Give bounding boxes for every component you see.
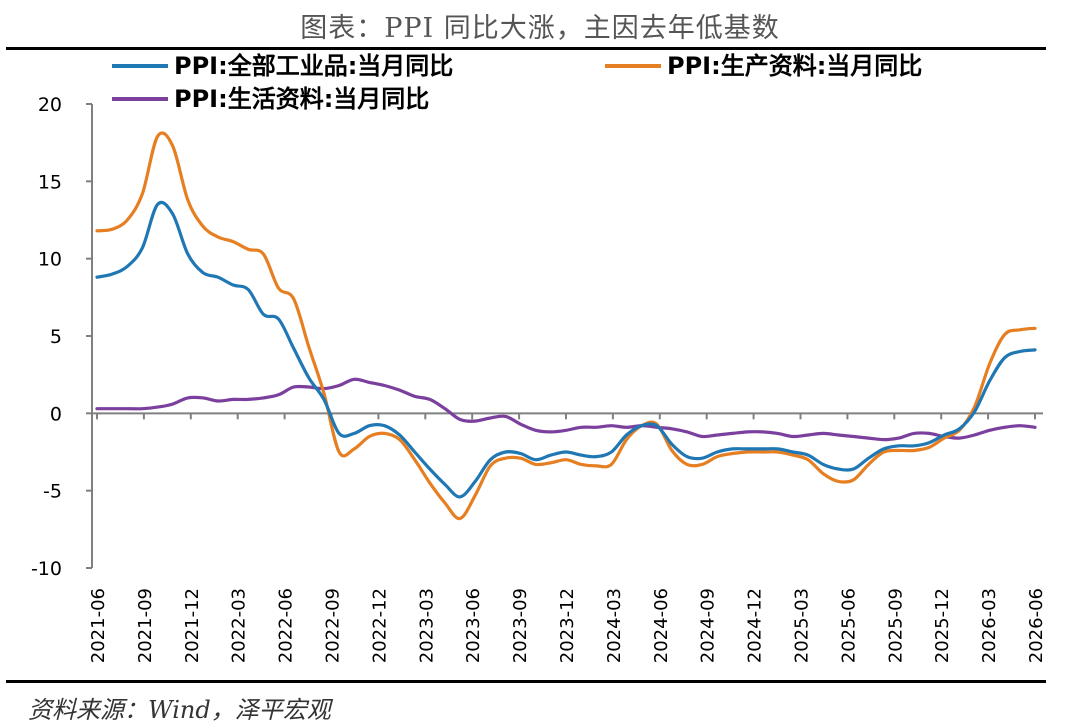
x-tick-label: 2022-09 <box>323 588 344 663</box>
chart-title: 图表：PPI 同比大涨，主因去年低基数 <box>300 13 780 44</box>
y-tick-label: 5 <box>50 326 62 348</box>
x-tick-label: 2021-12 <box>182 588 203 663</box>
y-tick-label: 0 <box>50 403 62 425</box>
x-tick-label: 2024-12 <box>745 588 766 663</box>
legend-label-1: PPI:全部工业品:当月同比 <box>174 52 453 80</box>
ppi-line-chart: 20 15 10 5 0 -5 -10 2021-06 2021-09 2021-12 2022-0… <box>31 52 1047 663</box>
source-note: 资料来源：Wind，泽平宏观 <box>28 696 331 724</box>
x-tick-label: 2023-03 <box>416 588 437 663</box>
legend-label-3: PPI:生活资料:当月同比 <box>174 85 429 113</box>
x-tick-label: 2023-06 <box>463 588 484 663</box>
x-tick-label: 2024-09 <box>698 588 719 663</box>
x-tick-label: 2023-09 <box>510 588 531 663</box>
series-line-3 <box>95 377 1037 442</box>
y-tick-label: 15 <box>38 171 62 193</box>
x-tick-label: 2021-09 <box>135 588 156 663</box>
x-tick-label: 2025-03 <box>792 588 813 663</box>
x-tick-label: 2022-06 <box>276 588 297 663</box>
x-tick-label: 2026-03 <box>979 588 1000 663</box>
y-tick-label: 10 <box>38 249 62 271</box>
x-tick-label: 2022-03 <box>229 588 250 663</box>
x-tick-label: 2025-06 <box>838 588 859 663</box>
x-tick-label: 2024-06 <box>651 588 672 663</box>
series-line-1 <box>95 200 1037 499</box>
x-tick-label: 2025-09 <box>885 588 906 663</box>
x-tick-label: 2022-12 <box>369 588 390 663</box>
x-tick-label: 2026-06 <box>1026 588 1047 663</box>
y-tick-label: -5 <box>43 481 62 503</box>
series-line-2 <box>95 131 1037 521</box>
footer-rule <box>6 680 1046 683</box>
x-tick-label: 2025-12 <box>932 588 953 663</box>
x-tick-label: 2024-03 <box>604 588 625 663</box>
x-tick-label: 2021-06 <box>88 588 109 663</box>
legend-label-2: PPI:生产资料:当月同比 <box>667 52 922 80</box>
y-tick-label: 20 <box>38 94 62 116</box>
title-rule <box>6 47 1046 50</box>
y-tick-label: -10 <box>31 558 62 580</box>
x-tick-label: 2023-12 <box>557 588 578 663</box>
